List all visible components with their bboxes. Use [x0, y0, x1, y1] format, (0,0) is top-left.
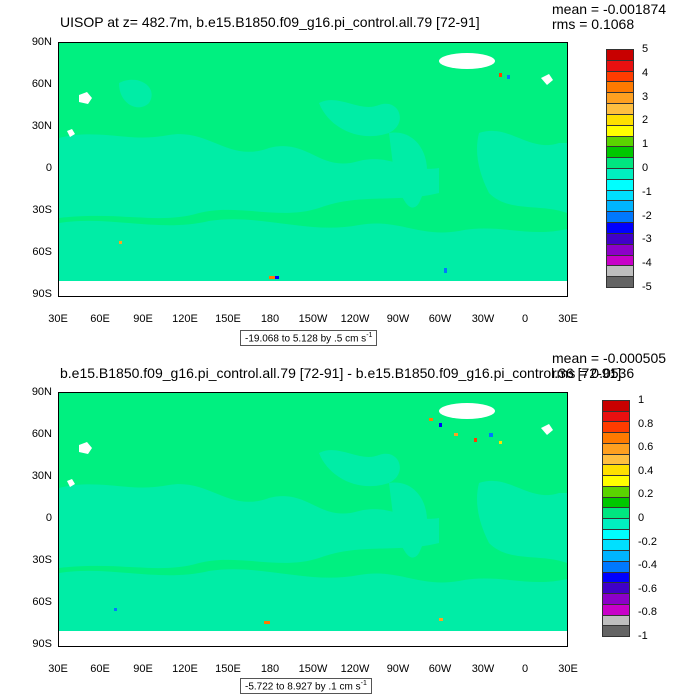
lon-label: 30E [48, 313, 68, 325]
colorbar-tick-label: 0.4 [638, 464, 654, 477]
colorbar-tick-label: -4 [642, 257, 652, 270]
lon-label: 150E [215, 663, 241, 675]
lon-label: 90W [386, 313, 410, 325]
map-panel-1: UISOP at z= 482.7m, b.e15.B1850.f09_g16.… [31, 1, 667, 347]
lat-label: 30S [32, 204, 52, 216]
mean-stat: mean = -0.001874 [552, 1, 667, 17]
lat-label: 90S [32, 638, 52, 650]
unit-exponent: -1 [366, 332, 373, 339]
contour-range-label: -19.068 to 5.128 by .5 cm s [245, 333, 367, 345]
contour-range-box: -19.068 to 5.128 by .5 cm s-1 [240, 330, 378, 347]
lat-label: 90S [32, 288, 52, 300]
lon-label: 150W [298, 663, 328, 675]
colorbar-tick-label: -1 [642, 185, 652, 198]
colorbar-tick-label: 0.8 [638, 417, 654, 430]
lat-label: 90N [31, 386, 52, 398]
lat-label: 60N [31, 78, 52, 90]
lat-label: 0 [45, 512, 52, 524]
map-field [59, 393, 567, 646]
lon-label: 180 [260, 663, 280, 675]
colorbar-tick-label: -1 [638, 630, 648, 642]
lat-label: 60S [32, 246, 52, 258]
lon-label: 60E [90, 313, 110, 325]
lon-label: 90E [133, 313, 153, 325]
lon-label: 30E [558, 313, 578, 325]
colorbar-tick-label: -0.4 [638, 559, 657, 572]
lon-label: 0 [521, 313, 529, 325]
colorbar-tick-label: 0 [642, 162, 649, 174]
rms-stat: rms = 0.1068 [552, 16, 635, 32]
colorbar-tick-label: 4 [642, 66, 649, 79]
lat-label: 90N [31, 36, 52, 48]
colorbar-tick-label: 2 [642, 114, 649, 127]
lon-label: 60W [428, 663, 452, 675]
lon-label: 90W [386, 663, 410, 675]
colorbar-tick-label: 5 [642, 43, 649, 55]
colorbar-tick-label: -2 [642, 209, 652, 222]
colorbar [606, 49, 636, 288]
lon-label: 30W [471, 663, 495, 675]
colorbar-tick-label: 0.2 [638, 488, 654, 501]
lon-label: 120W [340, 313, 370, 325]
colorbar-tick-label: -0.8 [638, 606, 657, 619]
lat-label: 30S [32, 554, 52, 566]
colorbar-tick-label: -0.2 [638, 535, 657, 548]
panel-title: b.e15.B1850.f09_g16.pi_control.all.79 [7… [60, 365, 622, 381]
lat-label: 30N [31, 120, 52, 132]
lat-label: 60S [32, 596, 52, 608]
lon-label: 150W [298, 313, 328, 325]
colorbar-tick-label: -0.6 [638, 582, 657, 595]
lon-label: 30W [471, 313, 495, 325]
colorbar-tick-label: -5 [642, 281, 652, 293]
colorbar-cell [602, 625, 630, 637]
lon-label: 60E [90, 663, 110, 675]
lon-label: 120E [172, 663, 198, 675]
colorbar [602, 400, 632, 637]
lat-label: 60N [31, 428, 52, 440]
map-plot-area [58, 42, 568, 297]
panel-title: UISOP at z= 482.7m, b.e15.B1850.f09_g16.… [60, 14, 480, 30]
lon-label: 120E [172, 313, 198, 325]
map-plot-area [58, 392, 568, 647]
lon-label: 30E [48, 663, 68, 675]
contour-range-box: -5.722 to 8.927 by .1 cm s-1 [240, 678, 372, 695]
contour-range-label: -5.722 to 8.927 by .1 cm s [245, 681, 361, 693]
lat-label: 30N [31, 470, 52, 482]
colorbar-tick-label: 0.6 [638, 441, 654, 454]
map-field [59, 43, 567, 296]
colorbar-cell [606, 276, 634, 288]
lon-label: 150E [215, 313, 241, 325]
lon-label: 0 [521, 663, 529, 675]
lon-label: 120W [340, 663, 370, 675]
colorbar-tick-label: 1 [638, 394, 645, 406]
lon-label: 180 [260, 313, 280, 325]
lon-label: 60W [428, 313, 452, 325]
map-panel-2: b.e15.B1850.f09_g16.pi_control.all.79 [7… [0, 350, 700, 700]
lon-label: 90E [133, 663, 153, 675]
colorbar-tick-label: 3 [642, 90, 649, 103]
colorbar-tick-label: 0 [638, 512, 645, 524]
lat-label: 0 [45, 162, 52, 174]
colorbar-tick-label: -3 [642, 233, 652, 246]
mean-stat: mean = -0.000505 [552, 350, 667, 366]
rms-stat: rms = 0.0536 [552, 365, 635, 381]
lon-label: 30E [558, 663, 578, 675]
unit-exponent: -1 [360, 680, 367, 687]
colorbar-tick-label: 1 [642, 138, 649, 151]
